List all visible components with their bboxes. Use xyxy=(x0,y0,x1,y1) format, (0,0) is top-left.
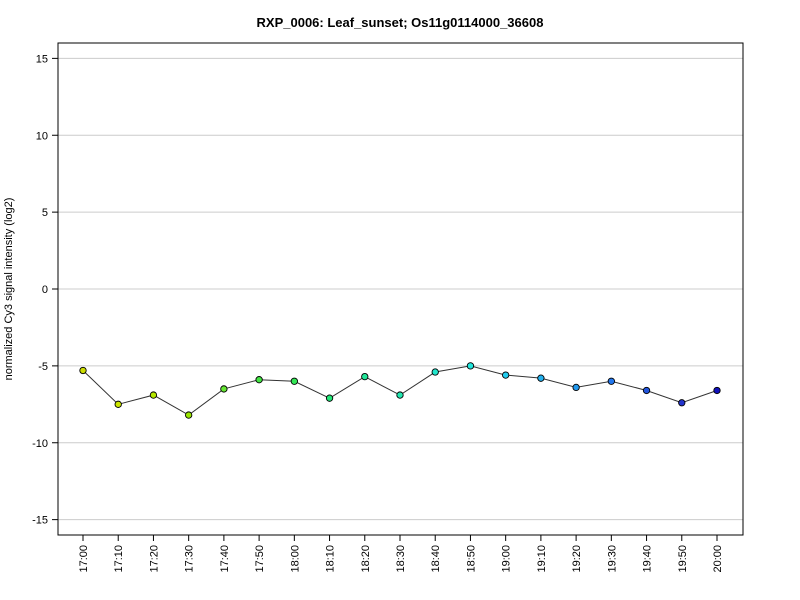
x-tick-label: 17:10 xyxy=(113,545,125,573)
y-tick-label: -5 xyxy=(38,361,48,373)
y-tick-label: 0 xyxy=(42,284,48,296)
y-tick-label: 15 xyxy=(36,53,48,65)
data-point xyxy=(572,383,580,392)
x-tick-label: 19:40 xyxy=(642,545,654,573)
x-tick-label: 20:00 xyxy=(712,545,724,573)
data-point xyxy=(361,372,369,381)
data-point xyxy=(713,386,721,395)
x-tick-label: 18:10 xyxy=(325,545,337,573)
series-line xyxy=(82,365,718,416)
data-point xyxy=(325,394,334,402)
x-tick-label: 18:00 xyxy=(289,545,301,573)
chart-title: RXP_0006: Leaf_sunset; Os11g0114000_3660… xyxy=(257,15,544,30)
data-point xyxy=(290,377,298,385)
data-point xyxy=(537,374,545,382)
y-tick-label: 5 xyxy=(42,207,48,219)
y-tick-label: -10 xyxy=(32,438,48,450)
x-tick-label: 18:40 xyxy=(430,545,442,573)
data-point xyxy=(185,411,193,419)
data-point xyxy=(502,371,510,379)
x-tick-label: 17:50 xyxy=(254,545,266,573)
data-point xyxy=(431,368,439,376)
x-tick-label: 19:20 xyxy=(571,545,583,573)
x-tick-label: 17:00 xyxy=(78,545,90,573)
x-tick-label: 19:50 xyxy=(677,545,689,573)
grid xyxy=(58,57,743,521)
y-axis: -15 -10 -5 0 5 10 15 xyxy=(32,53,58,527)
data-point xyxy=(149,391,158,399)
x-tick-label: 19:30 xyxy=(606,545,618,573)
x-tick-label: 17:30 xyxy=(184,545,196,573)
x-tick-label: 18:50 xyxy=(465,545,477,573)
x-tick-label: 19:00 xyxy=(501,545,513,573)
data-point xyxy=(114,400,122,408)
x-axis: 17:00 17:10 17:20 17:30 17:40 17:50 18:00 18:10… xyxy=(78,535,724,573)
x-tick-label: 17:20 xyxy=(148,545,160,573)
y-tick-label: 10 xyxy=(36,130,48,142)
data-point xyxy=(396,391,404,399)
data-point xyxy=(607,377,615,385)
y-axis-label: normalized Cy3 signal intensity (log2) xyxy=(3,198,15,381)
data-point xyxy=(466,362,475,370)
data-point xyxy=(79,366,87,375)
x-tick-label: 18:20 xyxy=(360,545,372,573)
x-tick-label: 18:30 xyxy=(395,545,407,573)
series xyxy=(79,362,721,419)
x-tick-label: 19:10 xyxy=(536,545,548,573)
y-tick-label: -15 xyxy=(32,515,48,527)
data-point xyxy=(220,385,228,393)
x-tick-label: 17:40 xyxy=(219,545,231,573)
data-point xyxy=(678,399,686,407)
data-point xyxy=(255,376,263,384)
data-point xyxy=(642,386,651,395)
